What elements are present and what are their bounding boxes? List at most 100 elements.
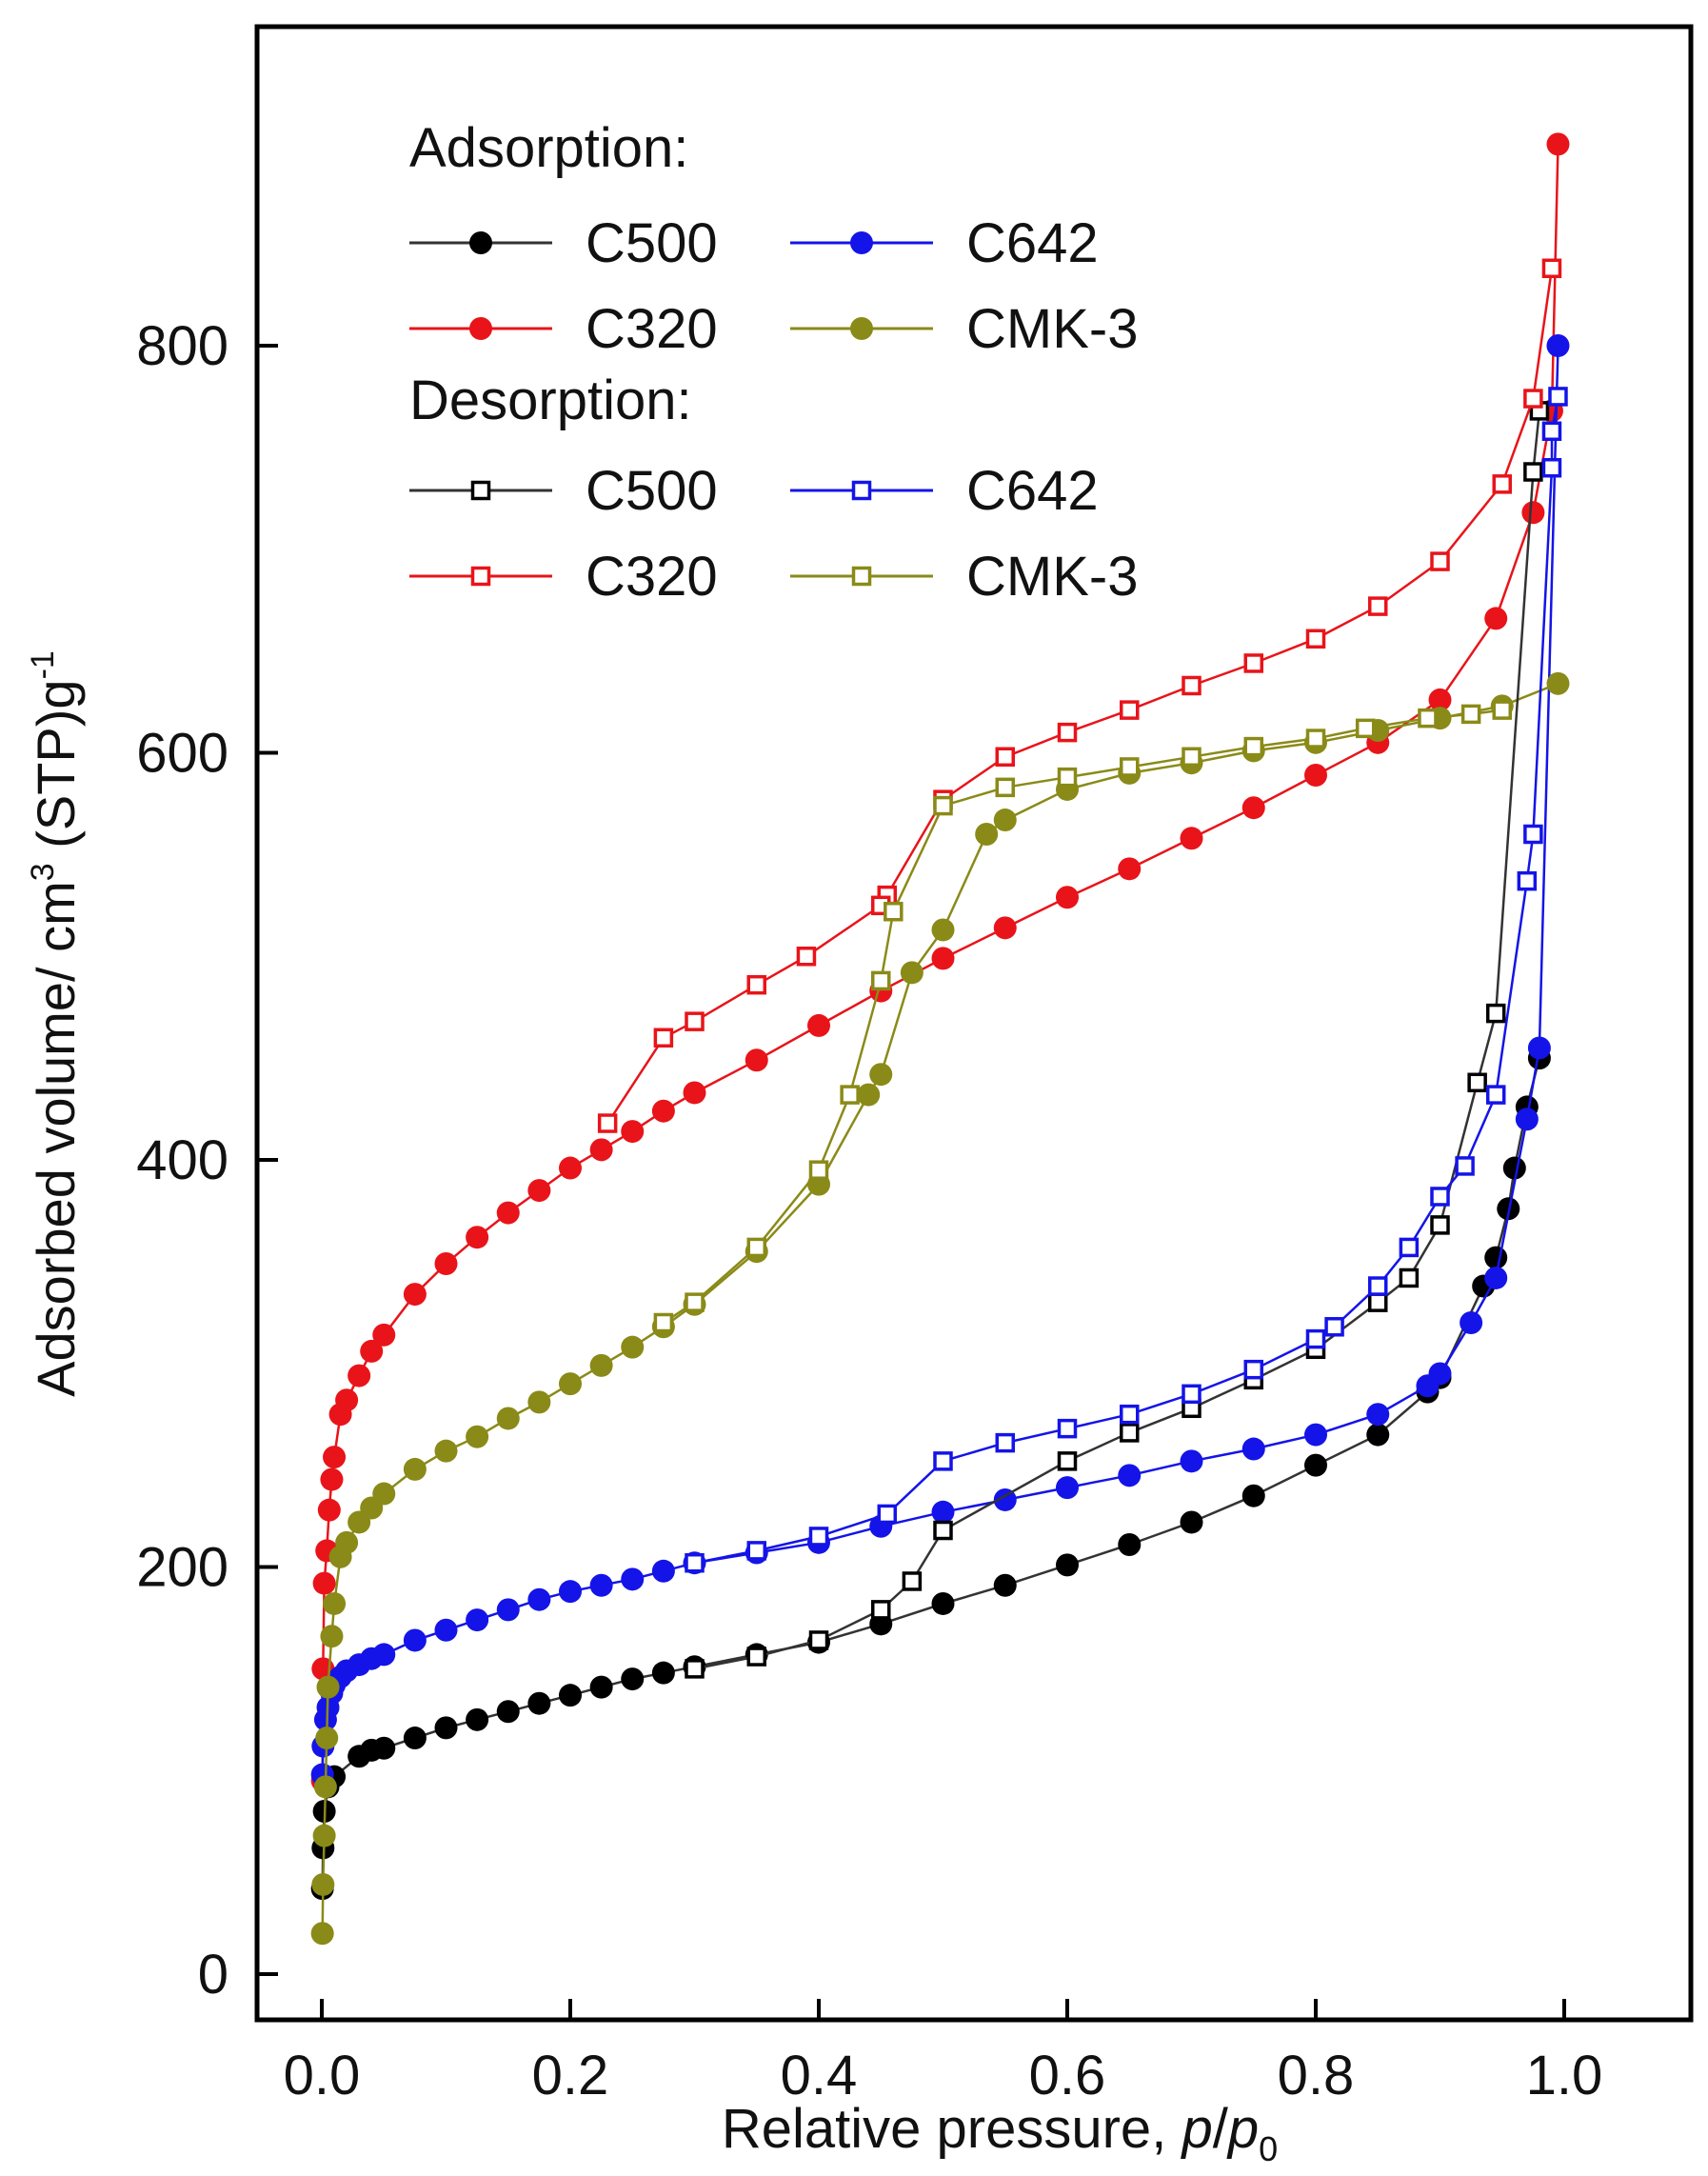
data-point-cmk-3-adsorption (496, 1407, 520, 1430)
data-point-c500-adsorption (496, 1700, 520, 1724)
data-point-c320-desorption (1541, 258, 1562, 279)
data-point-c642-adsorption (651, 1559, 675, 1583)
data-point-c642-adsorption (1515, 1108, 1539, 1131)
data-point-cmk-3-desorption (1057, 767, 1078, 788)
data-point-c642-desorption (1305, 1328, 1326, 1349)
data-point-c320-desorption (597, 1113, 618, 1133)
data-point-cmk-3-adsorption (1546, 671, 1570, 695)
data-point-c500-adsorption (1366, 1423, 1390, 1447)
data-point-c320-adsorption (1180, 827, 1203, 850)
data-point-c500-adsorption (559, 1684, 582, 1707)
data-point-c500-adsorption (589, 1675, 613, 1699)
data-point-cmk-3-adsorption (310, 1922, 334, 1946)
data-point-cmk-3-desorption (871, 970, 891, 991)
data-point-c642-desorption (1368, 1276, 1388, 1296)
data-point-cmk-3-desorption (1460, 704, 1481, 725)
data-point-c320-adsorption (466, 1226, 489, 1249)
data-point-c320-adsorption (403, 1283, 427, 1307)
data-point-c320-adsorption (807, 1013, 830, 1037)
data-point-c320-desorption (995, 747, 1015, 768)
legend-adsorption-title: Adsorption: (409, 117, 688, 179)
data-point-c642-desorption (933, 1451, 953, 1471)
data-point-c320-desorption (746, 974, 766, 995)
data-point-c642-desorption (1541, 421, 1562, 442)
data-point-cmk-3-adsorption (621, 1335, 645, 1359)
y-tick-label: 400 (136, 1129, 228, 1191)
data-point-c642-desorption (1399, 1237, 1420, 1258)
data-point-c500-adsorption (466, 1707, 489, 1731)
data-point-c642-adsorption (1180, 1449, 1203, 1473)
legend-entry-c320-adsorption: C320 (409, 298, 718, 360)
legend-label: C320 (586, 298, 718, 360)
legend-desorption-title: Desorption: (409, 369, 692, 431)
data-point-c320-adsorption (496, 1201, 520, 1225)
data-point-cmk-3-desorption (840, 1085, 860, 1105)
x-tick-label: 0.0 (284, 2045, 361, 2106)
y-tick-labels: 0 200 400 600 800 (136, 315, 228, 2006)
legend-label: CMK-3 (966, 546, 1138, 608)
data-point-c642-adsorption (434, 1618, 458, 1642)
data-point-c642-desorption (1485, 1085, 1506, 1105)
x-tick-label: 1.0 (1526, 2045, 1603, 2106)
data-point-c500-adsorption (993, 1573, 1017, 1597)
legend-entry-c500-desorption: C500 (409, 460, 718, 522)
y-tick-label: 800 (136, 315, 228, 377)
data-point-c320-adsorption (323, 1446, 347, 1469)
data-point-cmk-3-adsorption (857, 1083, 881, 1107)
data-point-cmk-3-desorption (808, 1160, 829, 1180)
data-point-c320-adsorption (931, 947, 955, 970)
x-axis-label: Relative pressure, p/p0 (722, 2098, 1278, 2168)
data-point-c500-desorption (1485, 1003, 1506, 1024)
legend-label: C500 (586, 460, 718, 522)
data-point-c320-adsorption (335, 1388, 359, 1412)
legend-marker (851, 480, 872, 501)
x-tick-label: 0.2 (532, 2045, 609, 2106)
data-point-c642-desorption (1517, 870, 1538, 891)
legend-label: CMK-3 (966, 298, 1138, 360)
data-point-c320-adsorption (745, 1048, 768, 1072)
data-point-c320-desorption (1430, 551, 1450, 571)
data-point-c320-desorption (1368, 596, 1388, 616)
data-point-c320-desorption (796, 947, 817, 967)
data-point-c642-desorption (1324, 1317, 1344, 1337)
data-point-c642-adsorption (621, 1567, 645, 1591)
data-point-c642-adsorption (1428, 1362, 1452, 1386)
data-point-c642-adsorption (372, 1643, 396, 1667)
data-point-cmk-3-adsorption (323, 1591, 347, 1615)
data-point-c642-desorption (1243, 1359, 1263, 1380)
data-point-c320-adsorption (527, 1179, 551, 1203)
data-point-c642-desorption (1120, 1404, 1140, 1425)
data-point-c642-adsorption (496, 1598, 520, 1622)
data-point-c500-desorption (871, 1600, 891, 1620)
data-point-c500-desorption (933, 1520, 953, 1541)
data-point-c500-desorption (1120, 1423, 1140, 1443)
data-point-cmk-3-adsorption (313, 1775, 337, 1799)
data-point-c642-desorption (1541, 458, 1562, 478)
legend-label: C320 (586, 546, 718, 608)
data-point-cmk-3-adsorption (900, 961, 924, 985)
data-point-c320-desorption (1492, 474, 1512, 494)
data-point-c500-desorption (808, 1630, 829, 1650)
data-point-c642-adsorption (1527, 1036, 1551, 1060)
data-point-c642-adsorption (1366, 1403, 1390, 1427)
data-point-c642-adsorption (1241, 1437, 1265, 1461)
data-point-c500-adsorption (1056, 1553, 1079, 1577)
x-tick-label: 0.8 (1278, 2045, 1355, 2106)
plot-frame (254, 24, 1694, 2023)
x-tick-label: 0.4 (781, 2045, 858, 2106)
data-point-c320-adsorption (1428, 688, 1452, 711)
data-point-c320-adsorption (320, 1467, 344, 1491)
series-layer (310, 132, 1570, 1946)
data-point-c642-adsorption (1546, 334, 1570, 357)
data-point-cmk-3-desorption (1305, 729, 1326, 749)
data-point-c320-desorption (1120, 700, 1140, 720)
legend-marker (469, 317, 492, 340)
x-tick-label: 0.6 (1029, 2045, 1106, 2106)
legend-marker (470, 480, 491, 501)
legend-entry-c642-desorption: C642 (790, 460, 1099, 522)
series-c320-adsorption (310, 132, 1570, 1792)
data-point-cmk-3-desorption (1120, 757, 1140, 777)
legend-label: C642 (966, 460, 1099, 522)
data-point-cmk-3-adsorption (335, 1530, 359, 1554)
data-point-cmk-3-adsorption (993, 809, 1017, 832)
